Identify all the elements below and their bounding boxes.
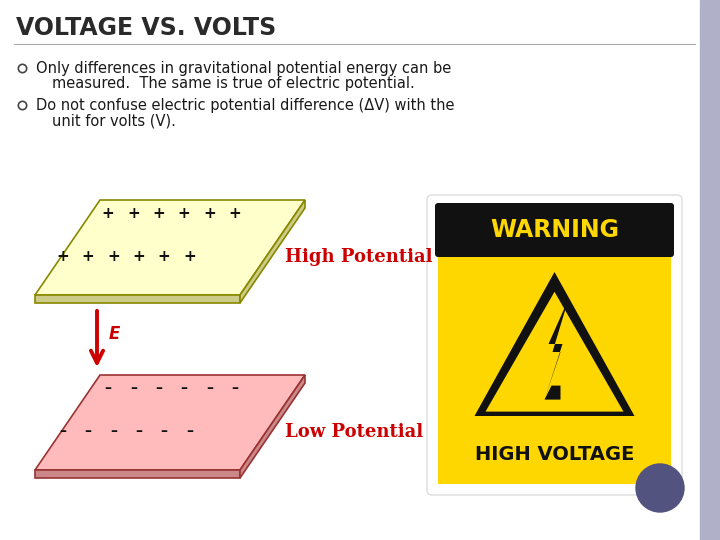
Bar [438, 206, 671, 484]
Polygon shape [35, 200, 305, 295]
Polygon shape [35, 470, 240, 478]
Circle shape [636, 464, 684, 512]
Text: –: – [156, 381, 162, 395]
Text: –: – [104, 381, 112, 395]
Text: –: – [181, 381, 188, 395]
Polygon shape [474, 272, 634, 416]
Text: +: + [158, 249, 171, 264]
Text: –: – [186, 424, 193, 438]
Text: E: E [109, 325, 120, 343]
Polygon shape [544, 386, 560, 400]
Text: HIGH VOLTAGE: HIGH VOLTAGE [474, 444, 634, 463]
Text: +: + [56, 249, 69, 264]
Text: –: – [161, 424, 168, 438]
Polygon shape [544, 299, 569, 400]
Text: Do not confuse electric potential difference (ΔV) with the: Do not confuse electric potential differ… [36, 98, 454, 113]
Text: unit for volts (V).: unit for volts (V). [52, 113, 176, 128]
Text: –: – [84, 424, 91, 438]
Text: +: + [203, 206, 216, 220]
Polygon shape [35, 375, 305, 470]
Text: High Potential: High Potential [285, 248, 433, 266]
FancyBboxPatch shape [435, 203, 674, 257]
Text: +: + [102, 206, 114, 220]
Text: –: – [130, 381, 137, 395]
Text: +: + [107, 249, 120, 264]
Polygon shape [35, 295, 240, 303]
Text: +: + [127, 206, 140, 220]
Text: +: + [229, 206, 241, 220]
Text: –: – [135, 424, 142, 438]
Text: Only differences in gravitational potential energy can be: Only differences in gravitational potent… [36, 61, 451, 76]
Text: +: + [183, 249, 196, 264]
Text: –: – [110, 424, 117, 438]
Polygon shape [240, 375, 305, 478]
FancyBboxPatch shape [427, 195, 682, 495]
Text: +: + [153, 206, 165, 220]
Text: VOLTAGE VS. VOLTS: VOLTAGE VS. VOLTS [16, 16, 276, 40]
Text: +: + [178, 206, 191, 220]
Text: measured.  The same is true of electric potential.: measured. The same is true of electric p… [52, 76, 415, 91]
Text: WARNING: WARNING [490, 218, 619, 242]
Text: –: – [206, 381, 213, 395]
Text: Low Potential: Low Potential [285, 423, 423, 441]
Text: –: – [59, 424, 66, 438]
Text: +: + [132, 249, 145, 264]
Polygon shape [485, 292, 624, 411]
Polygon shape [240, 200, 305, 303]
Text: +: + [81, 249, 94, 264]
Text: –: – [232, 381, 238, 395]
Bar [700, 0, 720, 540]
